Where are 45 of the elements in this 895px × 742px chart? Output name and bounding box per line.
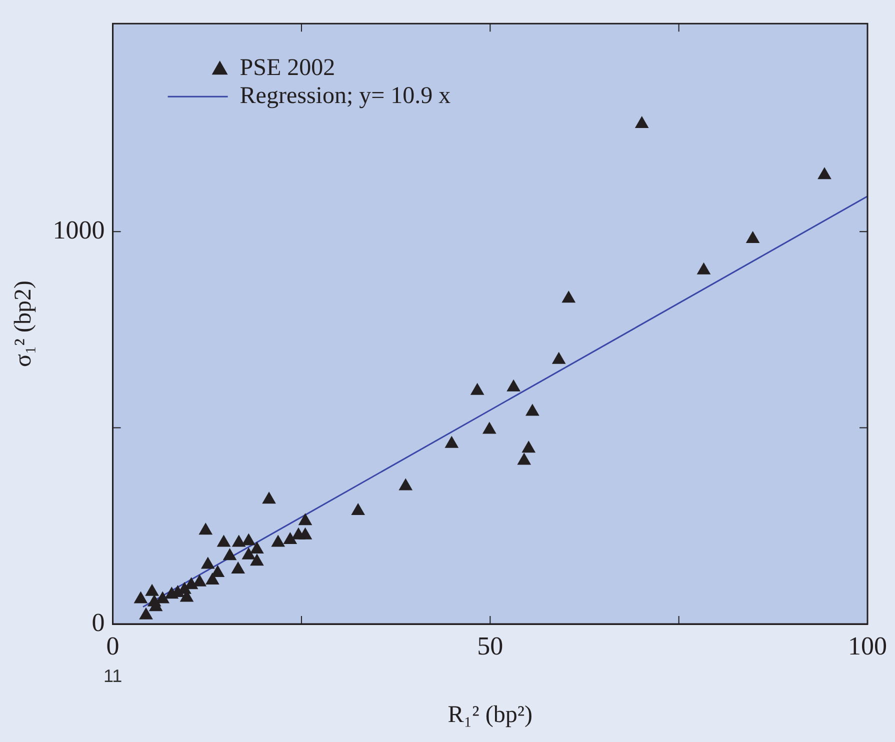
point: [746, 231, 760, 244]
point: [198, 522, 213, 535]
point: [298, 513, 312, 526]
point: [262, 492, 276, 504]
point: [634, 116, 649, 128]
point: [696, 262, 711, 274]
x-tick-label: 100: [848, 631, 887, 660]
point: [134, 591, 148, 604]
point: [232, 534, 246, 547]
point: [525, 404, 540, 416]
point: [145, 584, 159, 596]
x-axis-title: R₁² (bp²): [448, 702, 533, 728]
point: [200, 556, 215, 569]
point: [222, 548, 237, 560]
point: [164, 586, 179, 599]
point: [818, 167, 832, 180]
text: 11: [103, 666, 122, 686]
x-tick-label: 50: [477, 631, 504, 660]
point: [292, 527, 306, 540]
point: [250, 554, 264, 566]
point: [517, 452, 532, 465]
point: [351, 502, 366, 515]
y-tick-label: 1000: [52, 215, 105, 244]
point: [271, 534, 286, 547]
point: [231, 561, 246, 574]
point: [283, 532, 298, 544]
point: [139, 607, 153, 620]
point: [470, 382, 484, 395]
point: [552, 352, 566, 364]
point: [205, 572, 220, 584]
legend-label: PSE 2002: [240, 54, 336, 81]
point: [482, 422, 496, 434]
point: [242, 533, 256, 546]
point: [216, 534, 231, 547]
point: [506, 379, 520, 392]
point: [250, 541, 264, 554]
point: [156, 591, 170, 604]
point: [242, 547, 256, 560]
point: [444, 436, 459, 448]
legend-label: Regression; y= 10.9 x: [240, 82, 451, 109]
point: [398, 478, 413, 490]
point: [522, 440, 536, 453]
point: [192, 574, 207, 586]
point: [562, 290, 576, 303]
y-axis-title: σ₁² (bp2): [10, 280, 37, 368]
